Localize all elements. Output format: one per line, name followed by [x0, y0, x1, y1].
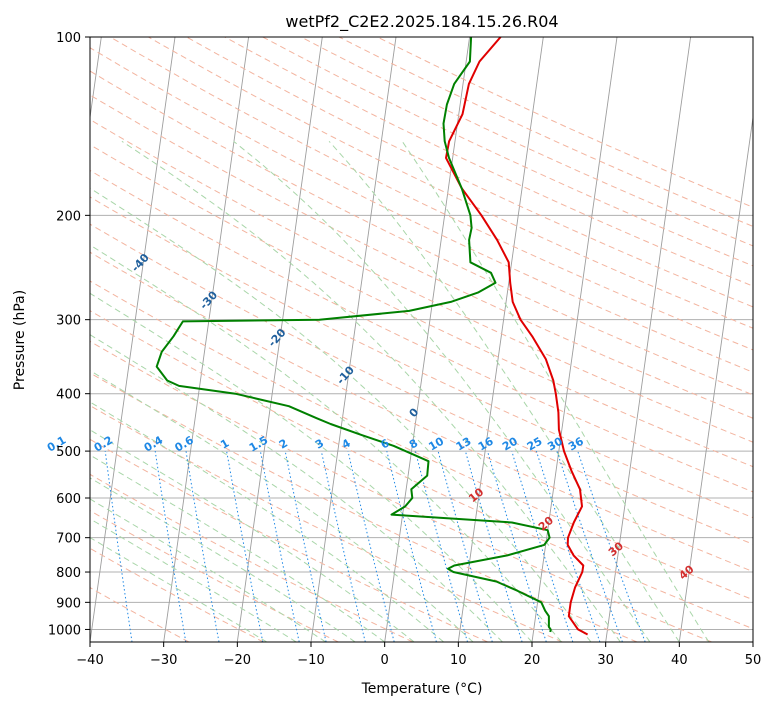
y-tick-label: 800	[56, 566, 81, 581]
x-tick-label: −30	[150, 653, 177, 668]
mixing-ratio-line	[464, 450, 523, 642]
mixing-ratio-line	[556, 450, 623, 642]
profile-lines	[155, 37, 589, 636]
isotherm-line	[90, 37, 176, 642]
dry-adiabat-line	[377, 37, 753, 208]
mixing-ratio-line	[226, 451, 264, 642]
mixing-ratio-line	[577, 450, 646, 642]
mixing-ratio-line	[185, 451, 220, 642]
x-tick-label: −10	[297, 653, 324, 668]
dry-adiabat-line	[90, 438, 488, 642]
dry-adiabat-line	[90, 251, 753, 573]
isotherm-line	[384, 37, 471, 642]
dry-adiabat-line	[338, 37, 753, 227]
dry-adiabat-line	[90, 473, 414, 642]
moist-adiabat-line	[90, 498, 326, 642]
moist-adiabat-line	[90, 401, 444, 642]
dry-adiabat-line	[262, 37, 753, 267]
x-tick-label: 30	[597, 653, 614, 668]
mixing-ratio-line	[437, 450, 493, 642]
x-tick-label: −40	[76, 653, 103, 668]
chart-title: wetPf2_C2E2.2025.184.15.26.R04	[285, 12, 558, 32]
moist-adiabat-line	[90, 244, 562, 642]
temperature-profile-line	[445, 37, 589, 636]
mixing-ratio-line	[284, 451, 327, 642]
x-tick-label: 40	[671, 653, 688, 668]
moist-adiabat-line	[90, 187, 592, 642]
y-tick-label: 1000	[48, 623, 81, 638]
y-tick-label: 500	[56, 445, 81, 460]
dry-adiabat-line	[90, 280, 753, 601]
x-axis-label: Temperature (°C)	[361, 681, 483, 697]
moist-adiabat-line	[233, 140, 651, 642]
y-tick-label: 600	[56, 492, 81, 507]
dry-adiabat-line	[90, 169, 753, 493]
x-tick-label: 0	[381, 653, 389, 668]
moist-adiabat-line	[90, 537, 268, 642]
mixing-ratio-line	[154, 451, 187, 642]
x-tick-label: 20	[524, 653, 541, 668]
y-tick-label: 900	[56, 596, 81, 611]
isotherm-line	[236, 37, 323, 642]
dry-adiabat-line	[90, 223, 753, 545]
x-tick-label: 50	[745, 653, 762, 668]
dry-adiabat-line	[90, 196, 753, 519]
dry-adiabat-line	[90, 144, 753, 468]
plot-frame	[89, 36, 754, 643]
dry-adiabat-line	[90, 94, 753, 419]
dry-adiabat-line	[90, 47, 753, 373]
mixing-ratio-line	[259, 451, 300, 642]
dry-adiabat-line	[224, 37, 753, 287]
mixing-ratio-line	[386, 450, 437, 642]
isotherm-line	[678, 114, 753, 642]
moist-adiabat-line	[90, 477, 356, 642]
mixing-ratio-line	[104, 451, 133, 642]
moist-adiabat-line	[90, 518, 297, 642]
background-lines	[90, 37, 753, 642]
x-tick-label: −20	[224, 653, 251, 668]
y-tick-label: 100	[56, 31, 81, 46]
moist-adiabat-line	[328, 140, 680, 642]
mixing-ratio-line	[347, 450, 395, 642]
y-tick-label: 700	[56, 532, 81, 547]
dry-adiabat-line	[300, 37, 753, 247]
y-tick-label: 300	[56, 314, 81, 329]
plot-background	[90, 37, 753, 642]
mixing-ratio-line	[535, 450, 601, 642]
dry-adiabat-line	[90, 310, 753, 630]
y-tick-label: 400	[56, 388, 81, 403]
isotherm-line	[90, 37, 102, 121]
axis-ticks: −40 −30 −20 −10 0 10 20 30 40 50 100 200 300 400 500 60…	[48, 31, 761, 668]
moist-adiabat-line	[90, 292, 533, 642]
mixing-ratio-line	[487, 450, 547, 642]
dry-adiabat-line	[90, 340, 712, 642]
dry-adiabat-line	[186, 37, 753, 308]
isotherm-line	[752, 638, 753, 642]
dry-adiabat-line	[90, 70, 753, 396]
dewpoint-profile-line	[155, 37, 552, 633]
dry-adiabat-line	[109, 37, 753, 351]
x-tick-label: 10	[450, 653, 467, 668]
moist-adiabat-line	[121, 140, 621, 642]
dry-adiabat-line	[148, 37, 753, 329]
isotherm-line	[163, 37, 250, 642]
y-axis-label: Pressure (hPa)	[12, 290, 28, 390]
isotherm-line	[605, 37, 692, 642]
moist-adiabat-line	[90, 429, 415, 642]
dry-adiabat-line	[90, 118, 753, 443]
y-tick-label: 200	[56, 209, 81, 224]
mixing-ratio-line	[414, 450, 468, 642]
mixing-ratio-line	[320, 450, 366, 642]
moist-adiabat-line	[90, 454, 385, 642]
